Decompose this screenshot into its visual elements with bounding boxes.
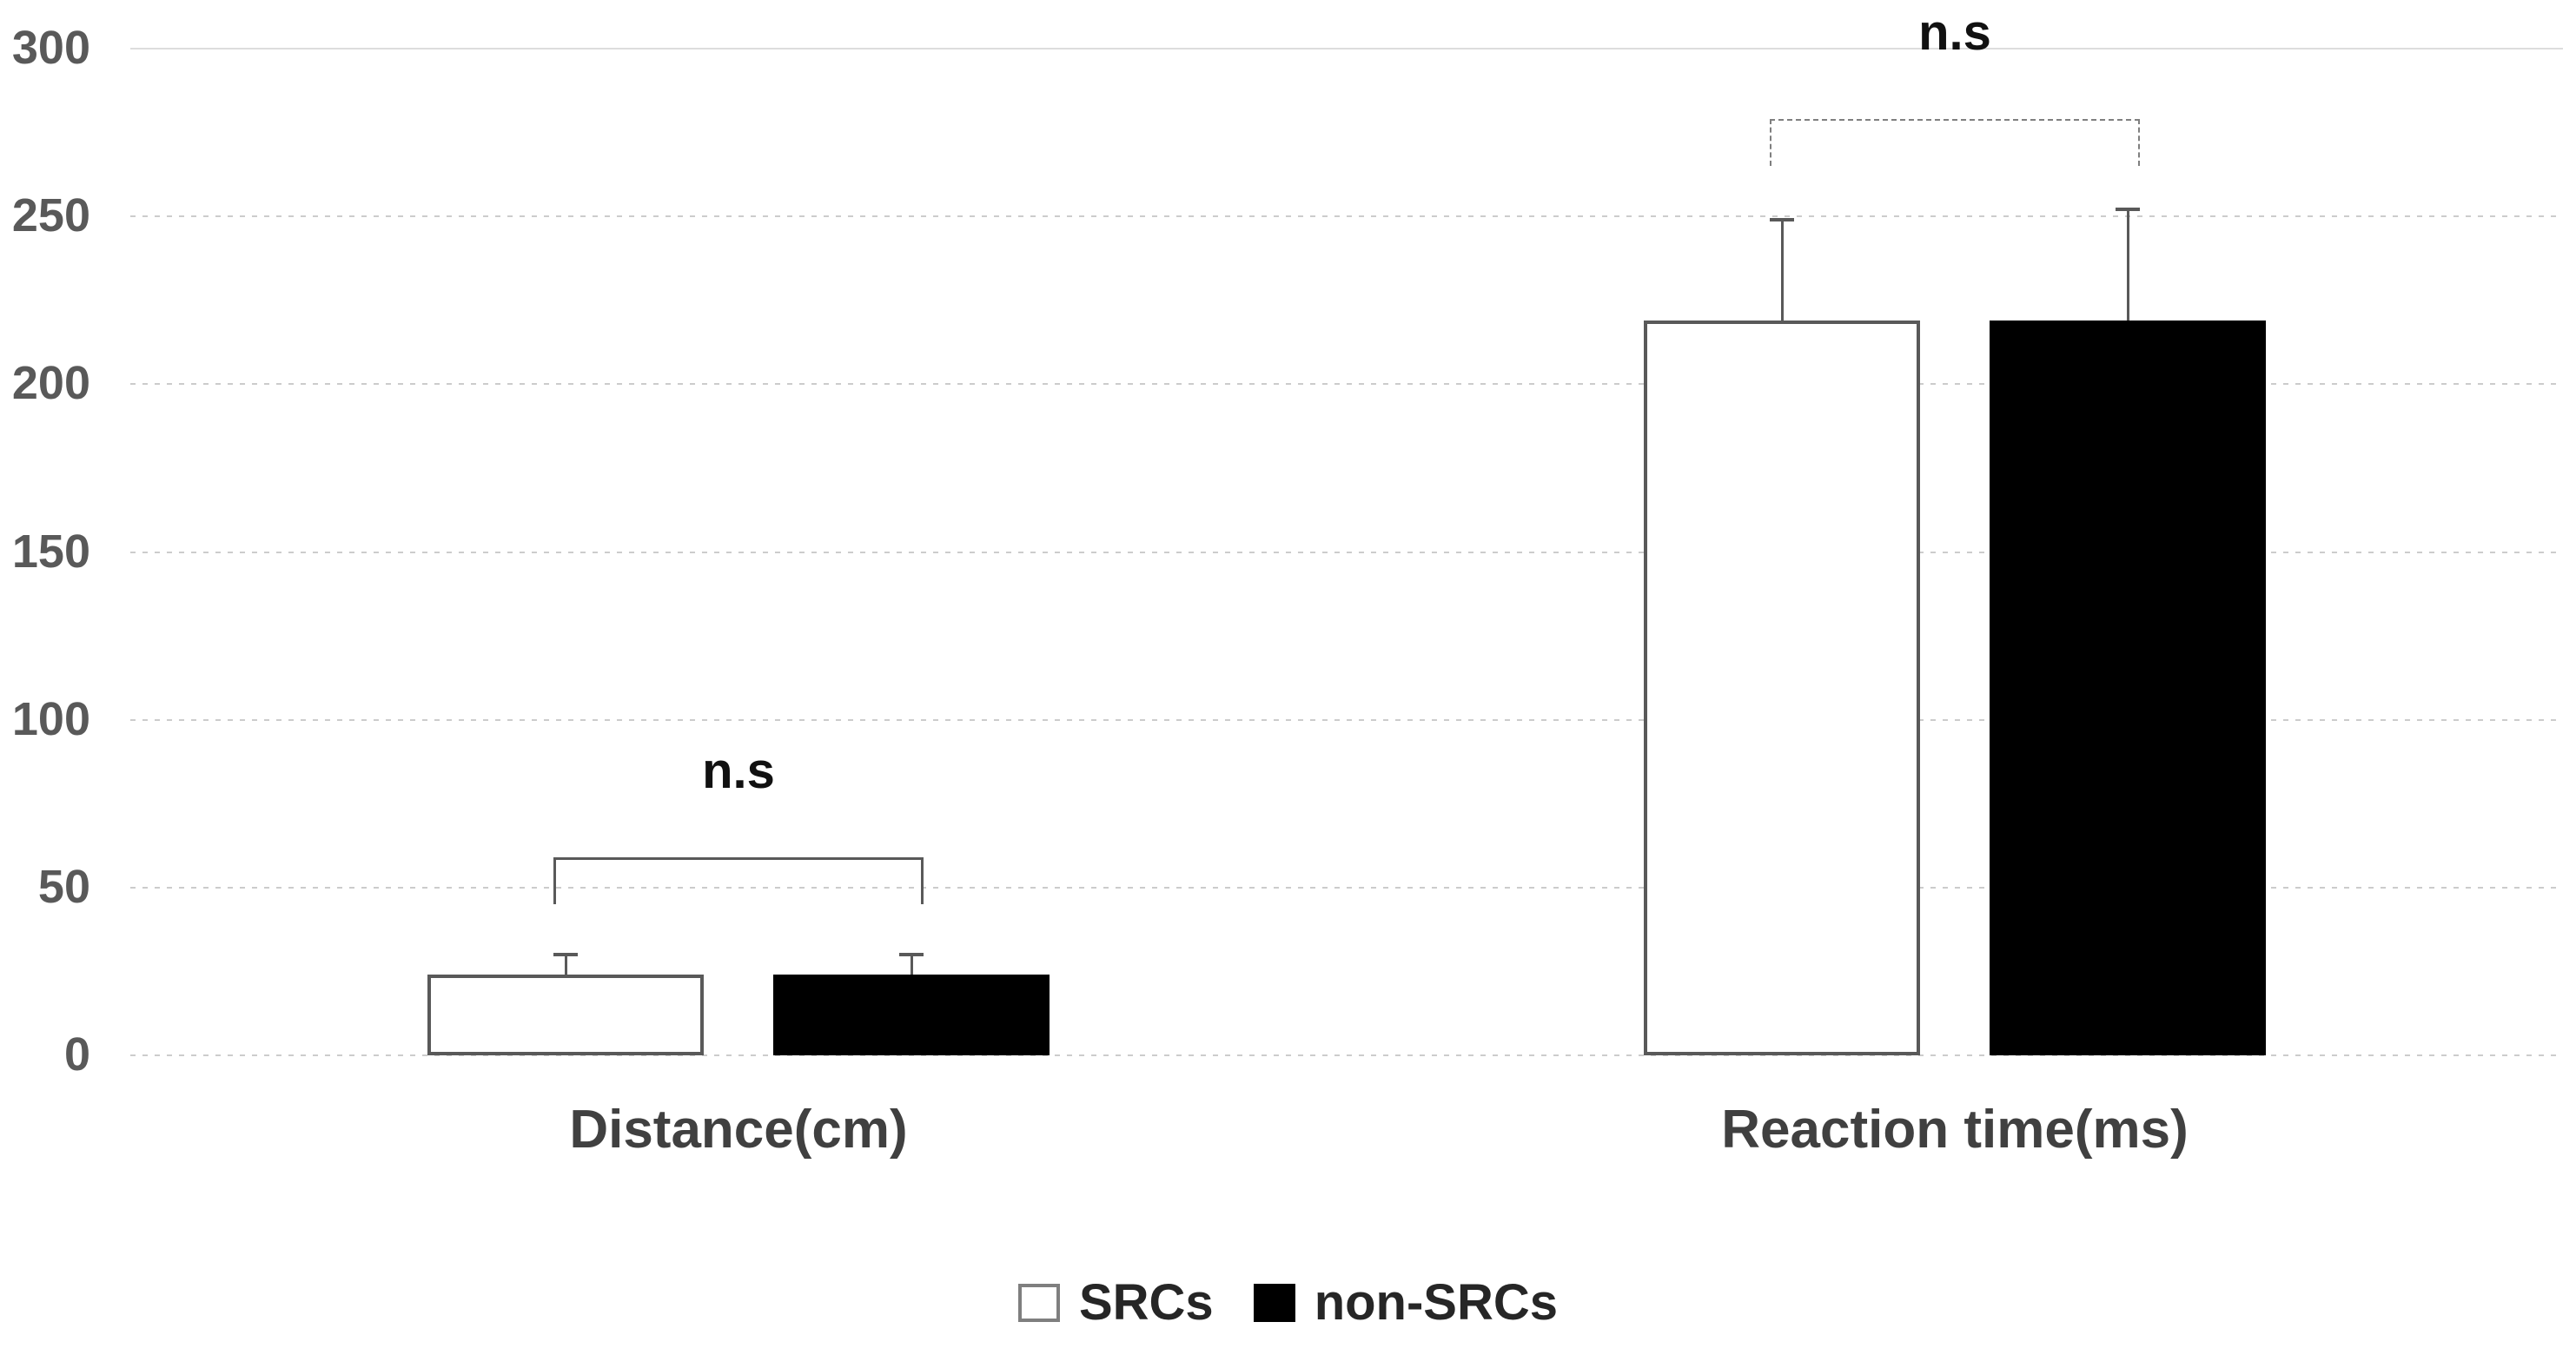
ns-annotation-distance: n.s [702,743,775,800]
srcs-swatch-icon [1017,1284,1060,1322]
legend: SRCs non-SRCs [0,1270,2576,1336]
error-bar-stem [910,955,913,975]
gridline-300 [130,48,2563,50]
bar-srcs-reaction-time [1644,320,1920,1055]
y-tick-label-0: 0 [63,1028,90,1081]
error-bar-stem [564,955,567,975]
legend-label-srcs: SRCs [1078,1274,1214,1331]
y-tick-label-100: 100 [11,692,90,745]
legend-label-non-srcs: non-SRCs [1314,1274,1559,1331]
y-tick-label-250: 250 [11,189,90,242]
bar-srcs-distance [427,975,704,1055]
error-bar-cap [553,953,578,957]
gridline-250 [130,215,2563,218]
gridline-100 [130,718,2563,721]
error-bar-stem [2126,209,2129,321]
non-srcs-swatch-icon [1253,1284,1295,1322]
y-tick-label-300: 300 [11,21,90,74]
error-bar-cap [2116,208,2140,212]
significance-bracket-distance [553,857,924,905]
gridline-200 [130,383,2563,386]
y-tick-label-50: 50 [37,860,90,913]
legend-item-non-srcs: non-SRCs [1253,1274,1559,1331]
error-bar-cap [899,953,924,957]
category-label-reaction-time: Reaction time(ms) [1721,1100,2189,1160]
bar-non-srcs-reaction-time [1990,320,2266,1055]
significance-bracket-reaction-time [1770,119,2140,167]
gridline-0 [130,1054,2563,1056]
gridline-50 [130,886,2563,889]
ns-annotation-reaction-time: n.s [1918,4,1991,62]
error-bar-cap [1770,218,1794,222]
category-label-distance: Distance(cm) [569,1100,908,1160]
bar-non-srcs-distance [773,975,1050,1055]
gridline-150 [130,551,2563,553]
error-bar-stem [1780,220,1784,321]
y-tick-label-150: 150 [11,525,90,578]
legend-item-srcs: SRCs [1017,1274,1214,1331]
y-tick-label-200: 200 [11,357,90,410]
